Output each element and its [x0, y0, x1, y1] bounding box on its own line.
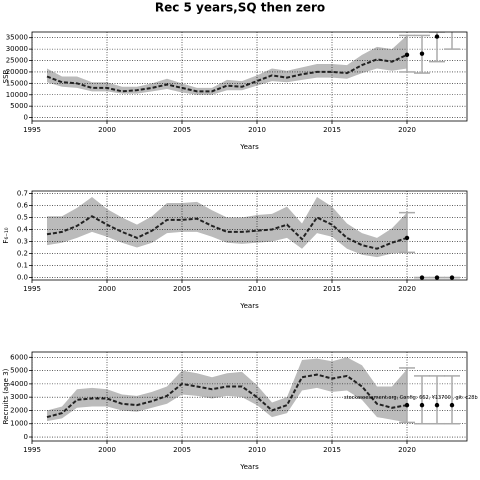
y-axis-label: Recruits (age 3)	[2, 368, 10, 424]
x-tick-label: 1995	[23, 126, 41, 134]
projection-point	[449, 402, 455, 408]
y-tick-label: 0.4	[17, 225, 29, 233]
y-tick-label: 0.0	[17, 274, 28, 282]
y-tick-label: 2000	[10, 406, 28, 414]
y-tick-label: 35000	[6, 34, 28, 42]
x-tick-label: 2020	[398, 285, 416, 293]
projection-point	[434, 402, 440, 408]
y-tick-label: 10000	[6, 91, 28, 99]
y-tick-label: 6000	[10, 353, 28, 361]
x-tick-label: 2020	[398, 446, 416, 454]
y-tick-label: 0	[24, 114, 28, 122]
y-tick-label: 0.6	[17, 201, 29, 209]
x-tick-label: 2000	[98, 126, 116, 134]
projection-point	[419, 275, 425, 280]
x-tick-label: 1995	[23, 446, 41, 454]
y-tick-label: 5000	[10, 367, 28, 375]
x-tick-label: 2010	[248, 285, 266, 293]
x-axis-label: Years	[239, 463, 259, 471]
y-tick-label: 0.7	[17, 189, 28, 197]
x-tick-label: 2000	[98, 285, 116, 293]
x-tick-label: 2020	[398, 126, 416, 134]
y-tick-label: 0.3	[17, 238, 28, 246]
projection-point	[404, 235, 410, 241]
y-tick-label: 30000	[6, 45, 28, 53]
y-axis-label: F₆₋₁₀	[2, 227, 10, 243]
y-tick-label: 20000	[6, 68, 28, 76]
x-axis-label: Years	[239, 143, 259, 151]
x-tick-label: 1995	[23, 285, 41, 293]
y-tick-label: 25000	[6, 57, 28, 65]
projection-point	[449, 275, 455, 280]
estimate-line	[46, 53, 408, 93]
x-tick-label: 2010	[248, 126, 266, 134]
estimate-line	[46, 373, 408, 419]
y-tick-label: 0.1	[17, 262, 28, 270]
y-axis-label: SSB	[2, 69, 10, 83]
x-tick-label: 2005	[173, 446, 191, 454]
annotation: stockassessment.org, Config: 662, Y13700…	[344, 395, 478, 401]
plot-frame	[31, 190, 468, 281]
figure-title: Rec 5 years,SQ then zero	[155, 1, 325, 15]
x-tick-label: 2000	[98, 446, 116, 454]
projection-point	[404, 402, 410, 408]
x-tick-label: 2015	[323, 126, 341, 134]
y-tick-label: 0.2	[17, 250, 28, 258]
estimate-line	[46, 215, 408, 250]
x-tick-label: 2005	[173, 285, 191, 293]
confidence-band	[47, 35, 407, 95]
y-tick-label: 4000	[10, 380, 28, 388]
projection-point	[419, 51, 425, 56]
plot-frame	[31, 351, 468, 442]
projection-point	[450, 24, 454, 28]
x-tick-label: 2015	[323, 285, 341, 293]
y-tick-label: 0.5	[17, 213, 28, 221]
y-tick-label: 3000	[10, 393, 28, 401]
plot-area	[32, 191, 467, 280]
plot-area	[32, 352, 467, 441]
projection-point	[404, 52, 410, 58]
projection-point	[434, 34, 440, 39]
x-tick-label: 2005	[173, 126, 191, 134]
x-axis-label: Years	[239, 302, 259, 310]
y-tick-label: 5000	[10, 102, 28, 110]
projection-point	[434, 275, 440, 280]
confidence-band	[47, 357, 407, 423]
plot-area	[32, 24, 467, 121]
projection-point	[419, 402, 425, 408]
x-tick-label: 2010	[248, 446, 266, 454]
plot-frame	[31, 31, 468, 122]
y-tick-label: 15000	[6, 79, 28, 87]
x-tick-label: 2015	[323, 446, 341, 454]
y-tick-label: 0	[24, 433, 28, 441]
confidence-band	[47, 197, 407, 258]
y-tick-label: 1000	[10, 420, 28, 428]
